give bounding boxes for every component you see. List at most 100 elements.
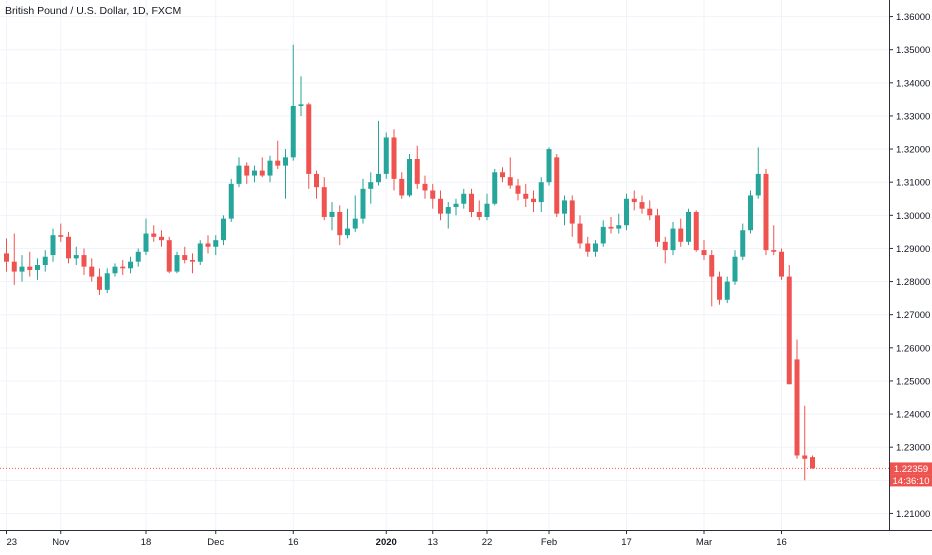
candle-body (670, 228, 676, 251)
candle (275, 140, 281, 169)
candle (810, 455, 815, 469)
candle-body (693, 212, 699, 251)
candle-body (763, 173, 769, 251)
candle (569, 195, 575, 237)
candle (554, 154, 560, 217)
y-tick-label: 1.30000 (896, 211, 930, 222)
candle (802, 405, 808, 481)
countdown-label: 14:36:10 (893, 476, 930, 487)
candle-body (717, 276, 722, 300)
candle-body (360, 188, 366, 219)
candle-body (531, 198, 536, 203)
candle-body (73, 255, 79, 259)
candle-body (128, 261, 133, 269)
candle-body (492, 172, 498, 204)
candle (97, 268, 102, 295)
candle (600, 220, 606, 247)
candle (50, 228, 56, 262)
candles (4, 44, 815, 481)
candle (314, 170, 319, 199)
y-tick-label: 1.32000 (896, 145, 930, 156)
candle-body (554, 157, 560, 214)
x-tick-label: 18 (141, 537, 152, 548)
candle-body (538, 182, 544, 203)
candle-body (11, 261, 17, 272)
candle (267, 155, 273, 183)
candle (724, 276, 730, 304)
last-price-label: 1.22359 (894, 464, 928, 475)
candle-body (779, 251, 784, 277)
candle (461, 188, 467, 209)
candle-body (97, 276, 102, 290)
candle-body (430, 190, 436, 199)
y-tick-label: 1.21000 (896, 509, 930, 520)
candle-body (507, 177, 513, 186)
candle (213, 235, 219, 256)
candle-body (306, 104, 312, 174)
candle-body (724, 281, 730, 300)
candle (399, 172, 405, 199)
candle (197, 240, 203, 265)
candle-body (407, 159, 412, 196)
candle (337, 205, 343, 246)
candle-body (484, 203, 490, 217)
candle (236, 157, 242, 188)
candle-body (445, 207, 451, 214)
candle (89, 258, 95, 282)
candle (662, 236, 668, 264)
candle (593, 240, 598, 257)
candle (655, 208, 660, 247)
candle (290, 44, 296, 161)
candle (166, 236, 172, 274)
candle-body (104, 273, 110, 290)
y-tick-label: 1.34000 (896, 78, 930, 89)
candle (585, 236, 591, 257)
candle (523, 183, 529, 208)
candle (321, 177, 327, 221)
candle-body (469, 193, 474, 212)
y-tick-label: 1.29000 (896, 244, 930, 255)
candle (221, 215, 226, 246)
candle-body (461, 193, 467, 204)
candle (577, 215, 583, 249)
candle (779, 248, 784, 280)
candle (11, 233, 17, 285)
candle (507, 157, 513, 189)
candle (732, 250, 738, 285)
y-tick-label: 1.35000 (896, 45, 930, 56)
candle-body (438, 198, 443, 214)
candle (252, 165, 257, 183)
candle-body (523, 193, 529, 199)
y-tick-label: 1.27000 (896, 310, 930, 321)
candle (306, 102, 312, 189)
candle-body (66, 236, 71, 259)
countdown-tag (890, 474, 932, 487)
candle-body (701, 250, 707, 256)
candle-body (794, 359, 800, 456)
candle (414, 145, 420, 189)
candle (391, 129, 397, 191)
candle (422, 175, 428, 199)
candle (376, 120, 381, 186)
candle (693, 210, 699, 252)
candle (174, 251, 180, 274)
candle-body (89, 266, 95, 277)
candle (4, 238, 9, 272)
candle-body (414, 159, 420, 184)
candle-body (151, 233, 157, 237)
candle (608, 216, 614, 234)
candle-body (81, 255, 87, 267)
candle-body (740, 230, 746, 257)
x-tick-label: 13 (427, 537, 438, 548)
candle (476, 200, 482, 221)
x-tick-label: Dec (207, 537, 224, 548)
candle (383, 132, 389, 179)
candle-body (275, 160, 281, 166)
candle (515, 178, 521, 201)
candle-body (453, 203, 459, 208)
candle (546, 147, 552, 186)
candle (562, 195, 567, 226)
candle-body (810, 457, 815, 469)
